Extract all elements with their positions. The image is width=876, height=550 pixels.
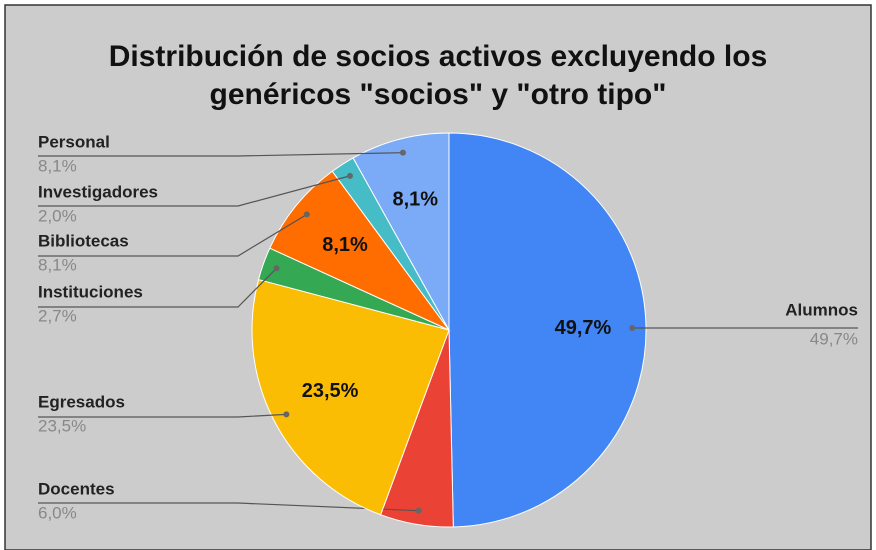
legend-name: Personal: [38, 132, 110, 151]
pie-slice: [251, 278, 450, 516]
leader-dot: [415, 507, 422, 514]
chart-title: genéricos "socios" y "otro tipo": [210, 78, 667, 111]
leader-line: [38, 152, 403, 157]
legend-name: Alumnos: [785, 300, 858, 319]
slice-label: 49,7%: [555, 317, 612, 339]
leader-dot: [346, 172, 353, 179]
legend-value: 6,0%: [38, 503, 77, 522]
leader-dot: [273, 265, 280, 272]
leader-dot: [303, 211, 310, 218]
leader-line: [38, 213, 308, 257]
legend-name: Instituciones: [38, 282, 143, 301]
legend-value: 2,7%: [38, 306, 77, 325]
chart-title: Distribución de socios activos excluyend…: [109, 40, 768, 73]
pie-slice: [269, 170, 451, 332]
leader-dot: [283, 411, 290, 418]
leader-line: [38, 502, 419, 512]
leader-line: [38, 413, 287, 418]
leader-line: [38, 267, 277, 308]
slice-label: 8,1%: [393, 189, 439, 211]
slice-label: 23,5%: [302, 380, 359, 402]
leader-dot: [399, 149, 406, 156]
legend-value: 2,0%: [38, 206, 77, 225]
legend-value: 49,7%: [810, 329, 858, 348]
legend-name: Investigadores: [38, 182, 158, 201]
legend-value: 23,5%: [38, 416, 86, 435]
pie-slice: [352, 132, 450, 332]
legend-name: Egresados: [38, 392, 125, 411]
legend-value: 8,1%: [38, 255, 77, 274]
slice-label: 8,1%: [322, 234, 368, 256]
legend-name: Docentes: [38, 479, 115, 498]
leader-line: [38, 175, 351, 207]
legend-name: Bibliotecas: [38, 231, 129, 250]
leader-dot: [629, 324, 636, 331]
legend-value: 8,1%: [38, 156, 77, 175]
